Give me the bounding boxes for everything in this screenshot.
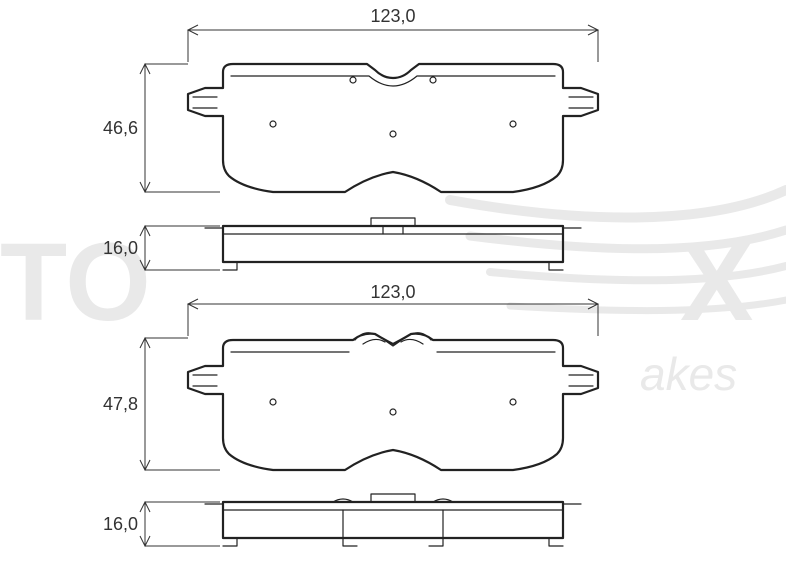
- dim-top-thick-label: 16,0: [103, 238, 138, 258]
- engineering-drawing: TO X akes 123,0: [0, 0, 786, 583]
- dim-bot-height: 47,8: [103, 338, 220, 470]
- dim-top-width: 123,0: [188, 6, 598, 62]
- bottom-pad-front: [188, 333, 598, 470]
- dim-bot-height-label: 47,8: [103, 394, 138, 414]
- dim-top-height-label: 46,6: [103, 118, 138, 138]
- bottom-pad-side: [205, 494, 581, 546]
- watermark-sub: akes: [640, 348, 737, 400]
- dim-bot-width-label: 123,0: [370, 282, 415, 302]
- top-pad-front: [188, 64, 598, 192]
- dim-top-width-label: 123,0: [370, 6, 415, 26]
- dim-top-height: 46,6: [103, 64, 220, 192]
- dim-bot-thick-label: 16,0: [103, 514, 138, 534]
- dim-bot-thick: 16,0: [103, 502, 220, 546]
